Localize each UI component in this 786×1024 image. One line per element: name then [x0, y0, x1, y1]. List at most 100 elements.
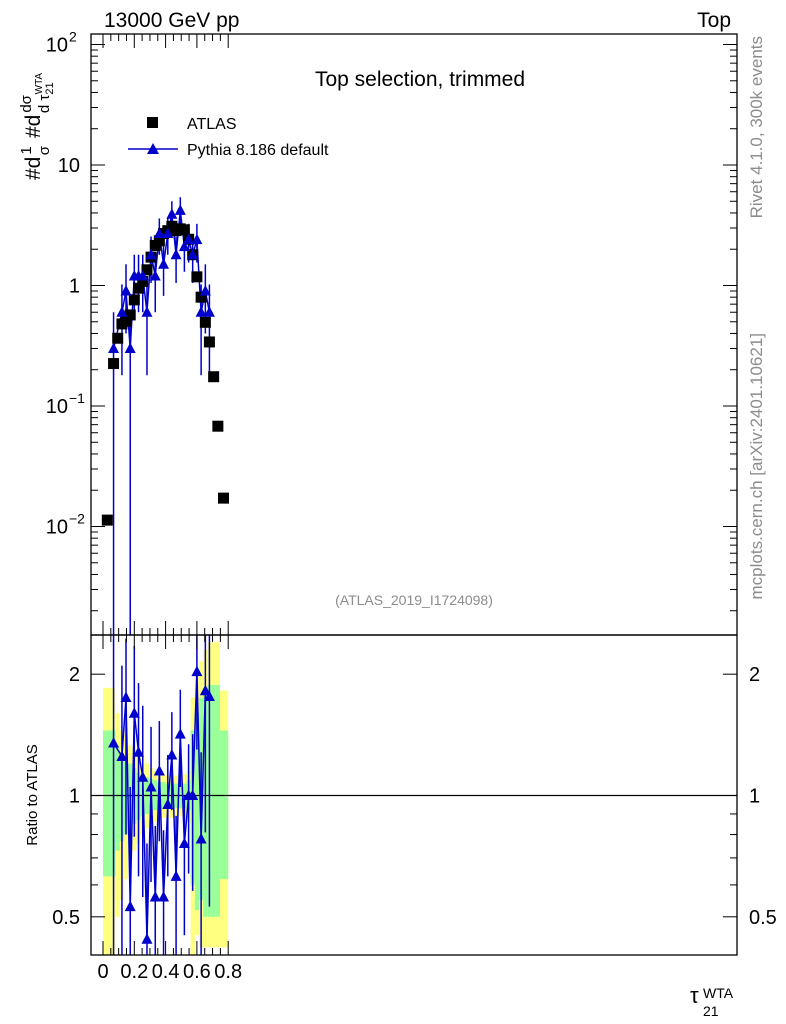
ratio-point: [128, 707, 140, 718]
main-y-label-part-3: σ: [36, 145, 53, 155]
ratio-y-tick-label-right: 2: [749, 664, 760, 686]
atlas-point: [133, 282, 145, 294]
atlas-point: [218, 492, 230, 504]
pythia-point: [137, 269, 149, 281]
atlas-point: [120, 315, 132, 327]
main-y-label-part-2: 1: [18, 146, 35, 154]
ratio-point: [116, 750, 128, 761]
atlas-point: [101, 514, 113, 526]
ratio-y-tick-label-right: 1: [749, 786, 760, 808]
mcplots-label: mcplots.cern.ch [arXiv:2401.10621]: [747, 333, 766, 599]
atlas-point: [124, 309, 136, 321]
atlas-point: [112, 332, 124, 344]
legend-label-atlas: ATLAS: [187, 116, 237, 133]
pythia-point: [191, 233, 203, 245]
x-axis-label: τ 21 WTA: [690, 983, 734, 1019]
legend-marker-pythia: [147, 143, 159, 154]
atlas-point: [153, 235, 165, 247]
header-right: Top: [697, 9, 731, 32]
ratio-y-tick-label-right: 0.5: [749, 907, 777, 929]
pythia-point: [178, 240, 190, 252]
main-data-layer: [101, 197, 230, 635]
ratio-point: [108, 736, 120, 748]
main-y-label-part-1: #d: [22, 157, 45, 180]
main-x-ticks: [102, 34, 229, 635]
atlas-point: [137, 275, 149, 287]
legend: ATLAS Pythia 8.186 default: [128, 116, 329, 159]
ratio-point: [137, 771, 149, 782]
main-y-tick-label: 10: [46, 35, 68, 57]
pythia-point: [183, 233, 195, 245]
ratio-point: [199, 684, 211, 696]
ratio-point: [153, 765, 165, 776]
main-y-tick-label: 10: [58, 155, 80, 177]
main-y-tick-label: 1: [69, 276, 80, 298]
atlas-point: [212, 420, 224, 432]
pythia-point: [145, 248, 157, 260]
ratio-point: [162, 798, 174, 809]
main-y-tick-exp: 2: [69, 29, 77, 45]
pythia-point: [108, 342, 120, 354]
pythia-point: [162, 227, 174, 239]
main-y-tick-exp: −2: [69, 511, 85, 527]
header-left: 13000 GeV pp: [104, 9, 239, 32]
ratio-point: [174, 728, 186, 739]
x-tick-label: 0: [97, 961, 108, 983]
ratio-point: [158, 890, 170, 902]
atlas-point: [141, 264, 153, 276]
rivet-label: Rivet 4.1.0, 300k events: [747, 36, 766, 218]
band-inner: [115, 745, 120, 851]
legend-marker-atlas: [147, 117, 158, 128]
ratio-point: [166, 749, 178, 760]
main-y-label-text: #d 1σ #d dσd τ21WTA: [18, 73, 56, 180]
x-tick-label: 0.8: [214, 961, 242, 983]
band-inner: [211, 685, 216, 917]
pythia-point: [170, 248, 182, 260]
atlas-point: [208, 371, 220, 383]
main-y-label-part-5: dσ: [18, 94, 35, 112]
ratio-y-label: Ratio to ATLAS: [24, 744, 41, 845]
ratio-y-tick-label-left: 0.5: [52, 907, 80, 929]
main-y-label-part-8: WTA: [34, 73, 45, 95]
analysis-tag: (ATLAS_2019_I1724098): [335, 592, 493, 608]
atlas-point: [191, 271, 203, 283]
ratio-y-tick-label-left: 2: [69, 664, 80, 686]
band-inner: [219, 730, 229, 880]
pythia-point: [174, 204, 186, 215]
main-y-label-part-4: #d: [22, 115, 45, 138]
x-axis-label-sup: WTA: [703, 985, 734, 1001]
ratio-point: [195, 832, 207, 844]
atlas-point: [128, 294, 140, 306]
ratio-point: [178, 837, 190, 849]
ratio-panel: 0.5 0.51 12 2 0 0.2 0.4 0.6 0.8 Ratio to ATLAS …: [24, 634, 777, 1019]
ratio-point: [120, 691, 132, 703]
ratio-point: [187, 789, 199, 800]
pythia-point: [187, 248, 199, 260]
pythia-point: [203, 306, 215, 317]
band-inner: [103, 730, 112, 877]
pythia-point: [199, 285, 211, 296]
atlas-point: [108, 358, 120, 370]
pythia-point: [120, 285, 132, 296]
ratio-point: [149, 890, 161, 902]
x-axis-label-sub: 21: [703, 1003, 719, 1019]
main-y-label-part-6: d τ: [36, 95, 53, 114]
x-axis-label-symbol: τ: [690, 983, 699, 1008]
main-y-label-part-7: 21: [44, 82, 56, 94]
ratio-data-layer: [91, 635, 737, 955]
atlas-point: [203, 336, 215, 348]
ratio-y-axis: 0.5 0.5 1 1 2 2: [52, 664, 777, 929]
atlas-point: [199, 316, 211, 328]
main-y-tick-label: 10: [46, 517, 68, 539]
ratio-point: [203, 690, 215, 702]
pythia-point: [124, 342, 136, 354]
x-tick-label: 0.4: [152, 961, 180, 983]
band-inner: [215, 685, 220, 917]
ratio-point: [145, 780, 157, 792]
ratio-point: [170, 870, 182, 881]
legend-label-pythia: Pythia 8.186 default: [187, 142, 329, 159]
pythia-point: [141, 306, 153, 317]
